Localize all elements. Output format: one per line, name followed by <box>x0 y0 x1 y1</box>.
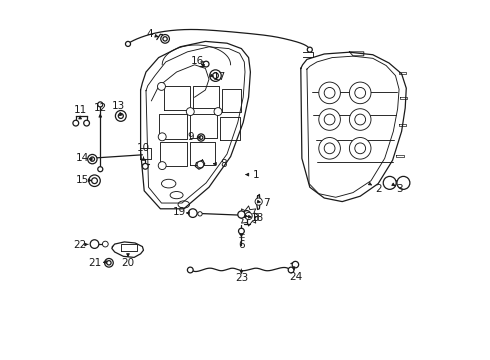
Text: 3: 3 <box>396 184 403 194</box>
Circle shape <box>319 138 341 159</box>
Circle shape <box>187 267 193 273</box>
Circle shape <box>198 212 202 216</box>
Circle shape <box>245 212 252 220</box>
Circle shape <box>98 167 103 172</box>
Circle shape <box>255 198 262 205</box>
Circle shape <box>324 143 335 154</box>
Circle shape <box>210 70 221 81</box>
Circle shape <box>199 136 203 139</box>
Text: 14: 14 <box>75 153 89 163</box>
Text: 10: 10 <box>137 143 150 153</box>
Circle shape <box>158 133 166 141</box>
Text: 16: 16 <box>191 56 204 66</box>
Circle shape <box>90 240 99 248</box>
Circle shape <box>355 114 366 125</box>
Text: 18: 18 <box>251 213 264 223</box>
Circle shape <box>349 109 371 130</box>
Circle shape <box>90 157 95 161</box>
Circle shape <box>107 261 111 265</box>
Circle shape <box>186 108 194 116</box>
Text: 13: 13 <box>112 101 125 111</box>
Text: 17: 17 <box>213 72 226 82</box>
Circle shape <box>243 211 250 218</box>
Circle shape <box>158 162 166 170</box>
Circle shape <box>98 102 103 107</box>
Circle shape <box>383 176 396 189</box>
Circle shape <box>292 261 298 268</box>
Circle shape <box>397 176 410 189</box>
Text: 9: 9 <box>188 132 195 142</box>
Circle shape <box>319 109 341 130</box>
Circle shape <box>355 143 366 154</box>
Circle shape <box>238 211 245 218</box>
Circle shape <box>197 134 205 141</box>
Circle shape <box>73 120 79 126</box>
Text: 20: 20 <box>122 258 135 268</box>
Text: 11: 11 <box>74 105 87 115</box>
Circle shape <box>324 114 335 125</box>
Circle shape <box>197 161 204 168</box>
Circle shape <box>324 87 335 98</box>
Circle shape <box>349 82 371 104</box>
Circle shape <box>239 228 245 234</box>
Circle shape <box>118 113 123 118</box>
Circle shape <box>157 82 166 90</box>
Text: 12: 12 <box>94 103 107 113</box>
Text: 15: 15 <box>75 175 89 185</box>
Circle shape <box>163 37 167 41</box>
Circle shape <box>307 47 312 52</box>
Text: 1: 1 <box>252 170 259 180</box>
Text: 23: 23 <box>235 273 248 283</box>
Circle shape <box>92 178 98 184</box>
Circle shape <box>214 108 222 116</box>
Circle shape <box>104 258 113 267</box>
Circle shape <box>203 61 209 67</box>
Text: 8: 8 <box>220 159 227 169</box>
Text: 5: 5 <box>252 213 259 223</box>
Circle shape <box>102 241 108 247</box>
Circle shape <box>89 175 100 186</box>
Circle shape <box>213 73 219 78</box>
Circle shape <box>288 267 294 273</box>
Circle shape <box>125 41 130 46</box>
Circle shape <box>355 87 366 98</box>
Text: 6: 6 <box>238 240 245 250</box>
Circle shape <box>319 82 341 104</box>
Text: 24: 24 <box>289 272 302 282</box>
Circle shape <box>349 138 371 159</box>
Text: 4: 4 <box>147 29 153 39</box>
Circle shape <box>161 35 170 43</box>
Circle shape <box>116 111 126 121</box>
Circle shape <box>88 154 97 164</box>
Circle shape <box>189 209 197 217</box>
Circle shape <box>143 163 148 169</box>
Text: 21: 21 <box>88 258 101 268</box>
Text: 2: 2 <box>375 184 382 194</box>
Text: 22: 22 <box>73 240 86 250</box>
Text: 7: 7 <box>263 198 270 208</box>
Text: 19: 19 <box>173 207 186 217</box>
Circle shape <box>84 120 90 126</box>
